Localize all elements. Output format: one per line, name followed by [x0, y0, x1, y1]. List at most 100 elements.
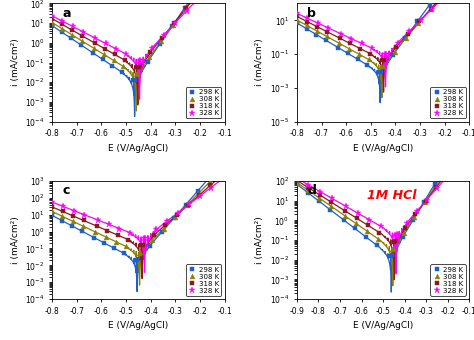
318 K	[466, 142, 472, 146]
308 K	[222, 165, 228, 169]
Y-axis label: i (mA/cm²): i (mA/cm²)	[10, 39, 19, 86]
308 K	[422, 200, 428, 204]
Y-axis label: i (mA/cm²): i (mA/cm²)	[10, 216, 19, 264]
308 K	[184, 203, 190, 207]
Line: 328 K: 328 K	[137, 0, 228, 64]
Line: 328 K: 328 K	[383, 0, 473, 57]
328 K	[164, 219, 170, 223]
308 K	[182, 7, 188, 11]
298 K	[432, 182, 438, 186]
318 K	[443, 172, 449, 176]
Line: 298 K: 298 K	[390, 124, 471, 257]
Line: 308 K: 308 K	[380, 0, 472, 68]
Line: 318 K: 318 K	[393, 142, 471, 243]
308 K	[392, 50, 397, 54]
318 K	[174, 213, 180, 217]
Legend: 298 K, 308 K, 318 K, 328 K: 298 K, 308 K, 318 K, 328 K	[185, 87, 221, 118]
318 K	[140, 243, 146, 247]
318 K	[405, 32, 410, 36]
318 K	[423, 199, 428, 203]
Line: 318 K: 318 K	[137, 0, 227, 69]
328 K	[466, 149, 472, 153]
298 K	[421, 200, 427, 204]
318 K	[163, 223, 168, 227]
328 K	[161, 33, 166, 37]
328 K	[142, 236, 148, 240]
308 K	[380, 64, 385, 68]
298 K	[415, 19, 420, 23]
328 K	[418, 18, 423, 22]
Line: 308 K: 308 K	[135, 0, 227, 76]
328 K	[175, 211, 181, 215]
308 K	[195, 191, 201, 196]
318 K	[392, 239, 398, 243]
328 K	[222, 175, 228, 179]
Y-axis label: i (mA/cm²): i (mA/cm²)	[255, 39, 264, 86]
318 K	[433, 185, 439, 189]
Text: 1M HCl: 1M HCl	[367, 189, 417, 202]
298 K	[169, 24, 175, 28]
318 K	[196, 193, 202, 197]
Y-axis label: i (mA/cm²): i (mA/cm²)	[255, 216, 264, 264]
308 K	[428, 7, 433, 11]
308 K	[404, 35, 410, 39]
318 K	[393, 45, 399, 49]
X-axis label: E (V/Ag/AgCl): E (V/Ag/AgCl)	[353, 144, 413, 153]
X-axis label: E (V/Ag/AgCl): E (V/Ag/AgCl)	[108, 144, 168, 153]
Legend: 298 K, 308 K, 318 K, 328 K: 298 K, 308 K, 318 K, 328 K	[430, 265, 466, 296]
328 K	[383, 52, 389, 56]
Line: 328 K: 328 K	[393, 148, 473, 238]
328 K	[149, 46, 155, 50]
308 K	[416, 21, 421, 26]
298 K	[453, 147, 459, 151]
298 K	[195, 189, 201, 193]
308 K	[207, 180, 213, 184]
318 K	[151, 233, 157, 237]
Line: 298 K: 298 K	[136, 158, 227, 261]
308 K	[172, 215, 178, 219]
328 K	[153, 227, 159, 232]
328 K	[414, 209, 419, 214]
298 K	[410, 218, 416, 222]
298 K	[157, 42, 163, 46]
318 K	[402, 226, 408, 230]
308 K	[432, 184, 438, 188]
308 K	[146, 55, 152, 59]
328 K	[434, 186, 439, 190]
318 K	[222, 171, 228, 175]
318 K	[147, 50, 153, 54]
298 K	[466, 124, 472, 129]
328 K	[444, 175, 449, 179]
308 K	[137, 250, 143, 254]
X-axis label: E (V/Ag/AgCl): E (V/Ag/AgCl)	[108, 321, 168, 330]
308 K	[158, 39, 164, 43]
328 K	[424, 198, 429, 202]
328 K	[184, 8, 190, 13]
Legend: 298 K, 308 K, 318 K, 328 K: 298 K, 308 K, 318 K, 328 K	[185, 265, 221, 296]
Line: 328 K: 328 K	[142, 174, 228, 241]
308 K	[391, 246, 396, 250]
308 K	[453, 153, 459, 157]
318 K	[454, 159, 459, 163]
Line: 298 K: 298 K	[133, 0, 227, 82]
318 K	[136, 65, 141, 69]
298 K	[145, 60, 151, 64]
318 K	[208, 183, 213, 187]
318 K	[185, 203, 191, 207]
298 K	[135, 257, 141, 261]
328 K	[404, 221, 410, 225]
328 K	[454, 164, 460, 168]
Line: 318 K: 318 K	[382, 0, 471, 62]
328 K	[172, 21, 178, 25]
318 K	[417, 19, 422, 23]
308 K	[171, 23, 176, 27]
308 K	[149, 238, 155, 242]
318 K	[382, 58, 387, 62]
Line: 298 K: 298 K	[379, 0, 471, 74]
298 K	[222, 158, 228, 162]
308 K	[411, 215, 417, 219]
298 K	[159, 230, 164, 234]
328 K	[395, 40, 401, 45]
328 K	[394, 232, 400, 236]
318 K	[159, 35, 165, 39]
